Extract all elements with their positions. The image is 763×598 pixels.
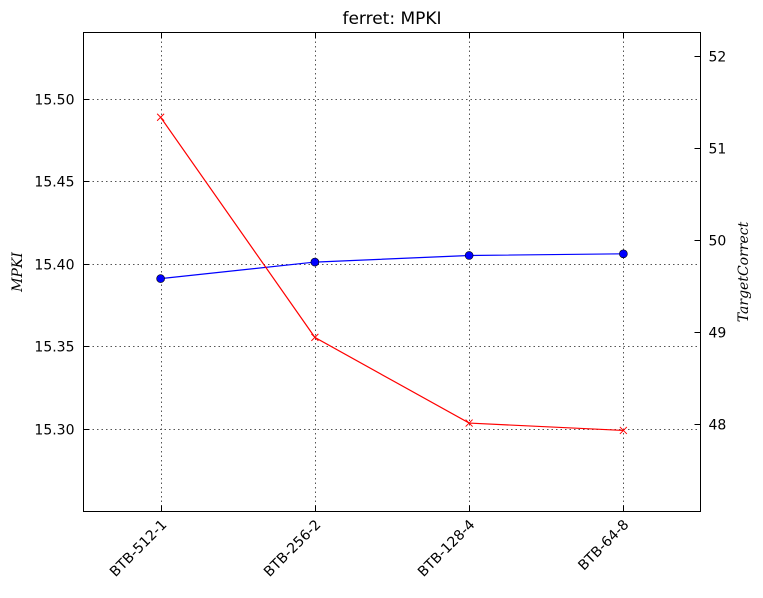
data-point-left [619,249,628,259]
marker-stroke [156,113,165,122]
chart-title: ferret: MPKI [342,9,441,29]
series-layer [156,113,628,435]
marker-stroke [619,426,628,435]
right-axis-label: TargetCorrect [736,221,752,322]
plot-frame [83,32,701,512]
data-point-right [156,113,165,122]
data-point-left [156,274,165,283]
x-tick-label: BTB-128-4 [415,517,478,580]
right-y-tick-label: 50 [709,234,727,250]
right-y-tick-label: 49 [709,326,727,342]
data-point-right [465,419,473,427]
left-y-tick-label: 15.40 [34,258,74,274]
marker-stroke [465,419,473,427]
right-y-tick-label: 51 [709,142,727,158]
ticks: BTB-512-1 BTB-256-2 BTB-128-4 BTB-64-8 15.30… [34,32,727,580]
x-tick-label: BTB-512-1 [107,517,170,580]
x-tick-label: BTB-64-8 [575,517,632,574]
right-y-tick-label: 48 [709,418,727,434]
left-y-tick-label: 15.35 [34,340,74,356]
data-point-left [310,257,320,267]
marker-stroke [311,333,319,342]
left-y-tick-label: 15.45 [34,175,74,191]
x-tick-label: BTB-256-2 [261,517,324,580]
grid [83,32,701,512]
left-y-tick-label: 15.50 [34,93,74,109]
left-axis-label: MPKI [10,252,26,293]
series-line-right [160,116,624,432]
left-y-tick-label: 15.30 [34,423,74,439]
series-line-left [160,253,624,280]
data-point-right [311,333,319,342]
right-y-tick-label: 52 [709,50,727,66]
data-point-left [464,251,474,260]
data-point-right [619,426,628,435]
